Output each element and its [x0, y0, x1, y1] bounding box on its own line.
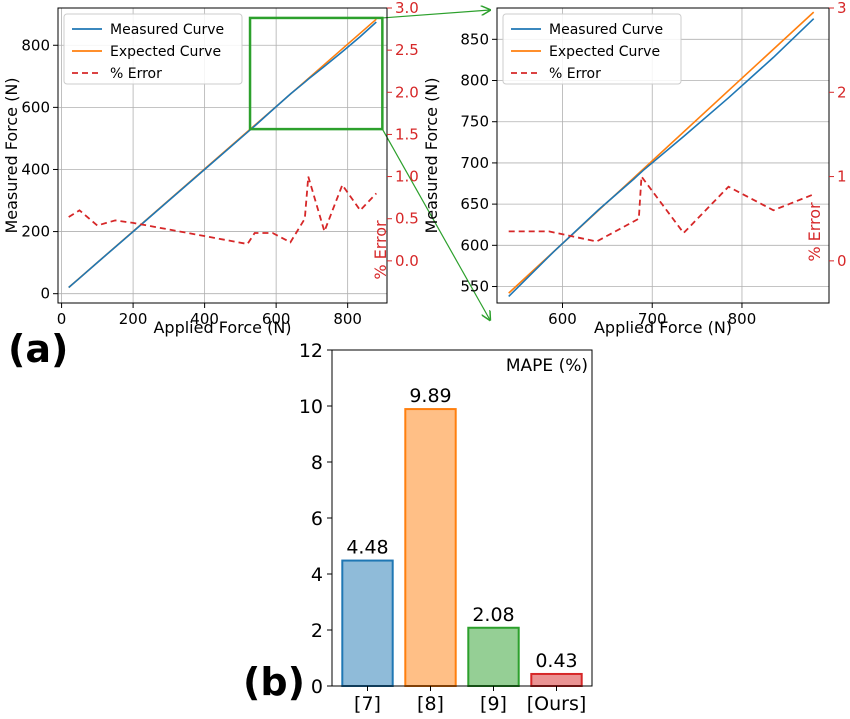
y-right-tick-label: 0 — [837, 252, 847, 270]
connector-top — [382, 10, 490, 19]
x-axis-label: Applied Force (N) — [153, 318, 291, 337]
y-tick-label: 2 — [311, 620, 323, 642]
x-tick-label: 800 — [728, 310, 757, 328]
y-right-tick-label: 3 — [837, 0, 847, 17]
chart-a-zoom: 600 700 800 550 600 650 700 750 800 850 0 1 2 3 Appli… — [422, 0, 847, 337]
y-right-tick-label: 2.5 — [395, 41, 419, 59]
y-right-tick-label: 0.0 — [395, 252, 419, 270]
x-tick-label-1: [8] — [417, 693, 444, 715]
plot-area — [508, 11, 815, 297]
tick-labels: 0 2 4 6 8 10 12 [7] [8] [9] [Ours] — [299, 340, 586, 715]
x-tick-label: 600 — [548, 310, 577, 328]
panel-label-a: (a) — [8, 327, 68, 371]
y-tick-label: 750 — [460, 113, 489, 131]
plot-area — [68, 18, 377, 289]
y-axis-label: Measured Force (N) — [422, 77, 441, 233]
x-axis-label: Applied Force (N) — [594, 318, 732, 337]
zoom-connectors — [381, 10, 490, 320]
legend-label-1: Expected Curve — [549, 44, 660, 60]
connector-bottom — [381, 128, 490, 320]
y-right-tick-label: 3.0 — [395, 0, 419, 17]
y-right-tick-label: 2.0 — [395, 83, 419, 101]
y-tick-label: 8 — [311, 452, 323, 474]
legend-label-0: Measured Curve — [110, 22, 224, 38]
y-tick-label: 700 — [460, 154, 489, 172]
bar-3 — [530, 672, 583, 688]
axes-frame — [57, 7, 388, 304]
series-line-0 — [68, 21, 377, 289]
y-right-tick-label: 1 — [837, 168, 847, 186]
bar-value-label-0: 4.48 — [346, 537, 388, 559]
x-tick-label: 0 — [57, 310, 67, 328]
y-tick-label: 0 — [311, 676, 323, 698]
series-line-2 — [68, 176, 377, 245]
y-tick-label: 600 — [460, 236, 489, 254]
y-right-tick-label: 2 — [837, 83, 847, 101]
x-tick-label: 400 — [190, 310, 219, 328]
y-tick-label: 400 — [21, 160, 50, 178]
x-tick-label: 700 — [638, 310, 667, 328]
y-tick-label: 850 — [460, 30, 489, 48]
y-tick-label: 4 — [311, 564, 323, 586]
y-tick-label: 200 — [21, 223, 50, 241]
bar-2 — [467, 626, 520, 688]
bars: 4.48 9.89 2.08 0.43 — [341, 385, 583, 688]
series-line-0 — [508, 18, 815, 297]
axes-frame — [496, 7, 830, 304]
legend-label-1: Expected Curve — [110, 44, 221, 60]
x-tick-label: 200 — [119, 310, 148, 328]
bar-1 — [404, 408, 457, 687]
x-tick-label: 600 — [262, 310, 291, 328]
y-tick-label: 0 — [40, 285, 50, 303]
y-right-tick-label: 1.5 — [395, 125, 419, 143]
bar-value-label-1: 9.89 — [409, 385, 451, 407]
y-tick-label: 600 — [21, 98, 50, 116]
y-right-tick-label: 1.0 — [395, 168, 419, 186]
legend-box — [502, 13, 682, 85]
bar-value-label-2: 2.08 — [472, 604, 514, 626]
y-tick-label: 650 — [460, 195, 489, 213]
x-tick-label-2: [9] — [480, 693, 507, 715]
bar-value-label-3: 0.43 — [535, 650, 577, 672]
bar-0 — [341, 559, 394, 687]
legend-label-2: % Error — [549, 66, 601, 82]
y-axis-label: Measured Force (N) — [2, 77, 21, 233]
y-tick-label: 12 — [299, 340, 323, 362]
panel-label-b: (b) — [243, 660, 305, 704]
legend-label-2: % Error — [110, 66, 162, 82]
y-axis-right-label: % Error — [805, 202, 824, 262]
chart-a-main: 0 200 400 600 800 0 200 400 600 800 0.0 0.5 1.0 1.5 2.… — [2, 0, 419, 337]
y-tick-label: 800 — [460, 72, 489, 90]
y-axis-right-label: % Error — [371, 220, 390, 280]
legend: Measured Curve Expected Curve % Error — [63, 13, 243, 85]
zoom-box — [248, 16, 384, 131]
legend-box — [63, 13, 243, 85]
legend: Measured Curve Expected Curve % Error — [502, 13, 682, 85]
x-tick-label-0: [7] — [354, 693, 381, 715]
y-tick-label: 6 — [311, 508, 323, 530]
tick-labels: 0 200 400 600 800 0 200 400 600 800 0.0 0.5 1.0 1.5 2.… — [21, 0, 419, 328]
series-line-2 — [508, 174, 815, 243]
chart-b-bars: 4.48 9.89 2.08 0.43 0 2 4 6 8 10 12 [7] [8] [9] [Ours… — [299, 340, 593, 715]
y-tick-label: 800 — [21, 36, 50, 54]
x-tick-label: 800 — [333, 310, 362, 328]
y-tick-label: 10 — [299, 396, 323, 418]
x-tick-label-3: [Ours] — [527, 693, 587, 715]
tick-labels: 600 700 800 550 600 650 700 750 800 850 0 1 2 3 — [460, 0, 846, 328]
mape-annotation: MAPE (%) — [506, 356, 588, 376]
legend-label-0: Measured Curve — [549, 22, 663, 38]
y-right-tick-label: 0.5 — [395, 210, 419, 228]
y-tick-label: 550 — [460, 278, 489, 296]
